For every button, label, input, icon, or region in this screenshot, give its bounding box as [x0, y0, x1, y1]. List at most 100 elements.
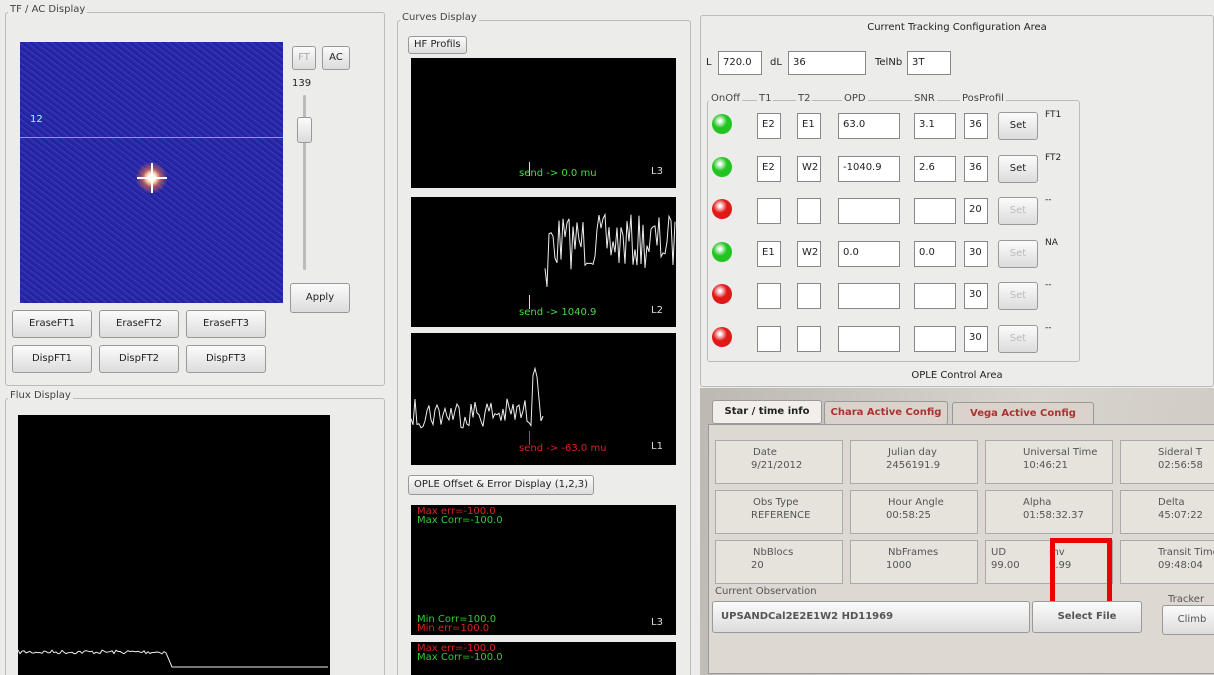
info-value: 09:48:04	[1158, 560, 1203, 571]
set-button[interactable]: Set	[998, 282, 1038, 310]
snr-input[interactable]	[914, 198, 956, 224]
marker-label: 12	[30, 114, 43, 125]
info-value: 45:07:22	[1158, 510, 1203, 521]
set-button[interactable]: Set	[998, 155, 1038, 183]
status-light	[712, 242, 732, 262]
tracker-label: Tracker	[1168, 594, 1204, 605]
pos-input[interactable]: 30	[964, 326, 988, 352]
trace-area	[18, 415, 330, 675]
ft-label: --	[1045, 280, 1052, 290]
screen: TF / AC Display12FTAC139ApplyEraseFT1Era…	[0, 0, 1214, 675]
erase-button[interactable]: EraseFT2	[99, 310, 179, 338]
status-light	[712, 199, 732, 219]
info-value: 02:56:58	[1158, 460, 1203, 471]
snr-input[interactable]: 2.6	[914, 156, 956, 182]
t2-input[interactable]: E1	[797, 113, 821, 139]
snr-input[interactable]	[914, 283, 956, 309]
snr-input[interactable]	[914, 326, 956, 352]
info-label: Transit Time	[1158, 547, 1214, 558]
telnb-input[interactable]: 3T	[907, 51, 951, 75]
ople-plot: Max err=-100.0Max Corr=-100.0	[411, 642, 676, 675]
ft-label: NA	[1045, 238, 1058, 248]
pos-input[interactable]: 30	[964, 283, 988, 309]
set-button[interactable]: Set	[998, 197, 1038, 225]
t2-input[interactable]	[797, 326, 821, 352]
ac-button[interactable]: AC	[322, 46, 350, 70]
status-light	[712, 114, 732, 134]
opd-input[interactable]	[838, 326, 900, 352]
telnb-label: TelNb	[875, 57, 902, 68]
max-corr: Max Corr=-100.0	[417, 516, 503, 526]
set-button[interactable]: Set	[998, 112, 1038, 140]
disp-button[interactable]: DispFT1	[12, 345, 92, 373]
set-button[interactable]: Set	[998, 240, 1038, 268]
column-header: T2	[796, 93, 812, 104]
opd-input[interactable]	[838, 283, 900, 309]
curve-plot: send -> -63.0 mu L1	[411, 333, 676, 465]
info-value: 9/21/2012	[751, 460, 802, 471]
column-header: OnOff	[709, 93, 742, 104]
opd-input[interactable]: -1040.9	[838, 156, 900, 182]
pos-input[interactable]: 36	[964, 113, 988, 139]
dl-input[interactable]: 36	[788, 51, 866, 75]
send-label: send -> 1040.9	[519, 307, 596, 318]
t2-input[interactable]	[797, 198, 821, 224]
apply-button[interactable]: Apply	[290, 283, 350, 313]
ft-button[interactable]: FT	[292, 46, 316, 70]
t1-input[interactable]	[757, 283, 781, 309]
disp-button[interactable]: DispFT2	[99, 345, 179, 373]
erase-button[interactable]: EraseFT3	[186, 310, 266, 338]
pos-input[interactable]: 36	[964, 156, 988, 182]
group-title: TF / AC Display	[8, 4, 87, 15]
flux-plot	[18, 415, 330, 675]
tab[interactable]: Vega Active Config	[952, 402, 1094, 426]
t1-input[interactable]	[757, 198, 781, 224]
select-file-button[interactable]: Select File	[1032, 601, 1142, 633]
ople-title: OPLE Control Area	[700, 370, 1214, 381]
send-label: send -> -63.0 mu	[519, 443, 607, 454]
hf-tab: HF Profils	[408, 36, 467, 54]
t2-input[interactable]	[797, 283, 821, 309]
opd-input[interactable]: 0.0	[838, 241, 900, 267]
info-label: Delta	[1158, 497, 1185, 508]
plot-label: L1	[651, 441, 663, 452]
t1-input[interactable]: E2	[757, 113, 781, 139]
ft-label: --	[1045, 195, 1052, 205]
column-header: T1	[757, 93, 773, 104]
l-input[interactable]: 720.0	[718, 51, 762, 75]
info-label: Hour Angle	[888, 497, 944, 508]
column-header: OPD	[842, 93, 868, 104]
obs-combo[interactable]: UPSANDCal2E2E1W2 HD11969	[712, 601, 1030, 633]
info-value: REFERENCE	[751, 510, 810, 521]
erase-button[interactable]: EraseFT1	[12, 310, 92, 338]
t1-input[interactable]: E2	[757, 156, 781, 182]
set-button[interactable]: Set	[998, 325, 1038, 353]
info-label: UD	[991, 547, 1006, 558]
plot-label: L2	[651, 305, 663, 316]
ople-panel: Star / time infoChara Active ConfigVega …	[700, 388, 1214, 675]
highlight-box	[1050, 538, 1112, 606]
star-cross-v	[151, 163, 153, 193]
tab[interactable]: Star / time info	[712, 400, 822, 424]
status-light	[712, 157, 732, 177]
pos-input[interactable]: 20	[964, 198, 988, 224]
info-value: 1000	[886, 560, 911, 571]
tracker-combo[interactable]: Climb	[1162, 605, 1214, 635]
status-light	[712, 284, 732, 304]
opd-input[interactable]	[838, 198, 900, 224]
star-image: 12	[20, 42, 283, 303]
pos-input[interactable]: 30	[964, 241, 988, 267]
disp-button[interactable]: DispFT3	[186, 345, 266, 373]
info-label: NbFrames	[888, 547, 938, 558]
t1-input[interactable]: E1	[757, 241, 781, 267]
opd-input[interactable]: 63.0	[838, 113, 900, 139]
slider-handle[interactable]	[297, 117, 312, 143]
snr-input[interactable]: 3.1	[914, 113, 956, 139]
tab[interactable]: Chara Active Config	[824, 401, 948, 425]
t2-input[interactable]: W2	[797, 241, 821, 267]
t1-input[interactable]	[757, 326, 781, 352]
t2-input[interactable]: W2	[797, 156, 821, 182]
curve-plot: send -> 0.0 muL3	[411, 58, 676, 188]
snr-input[interactable]: 0.0	[914, 241, 956, 267]
